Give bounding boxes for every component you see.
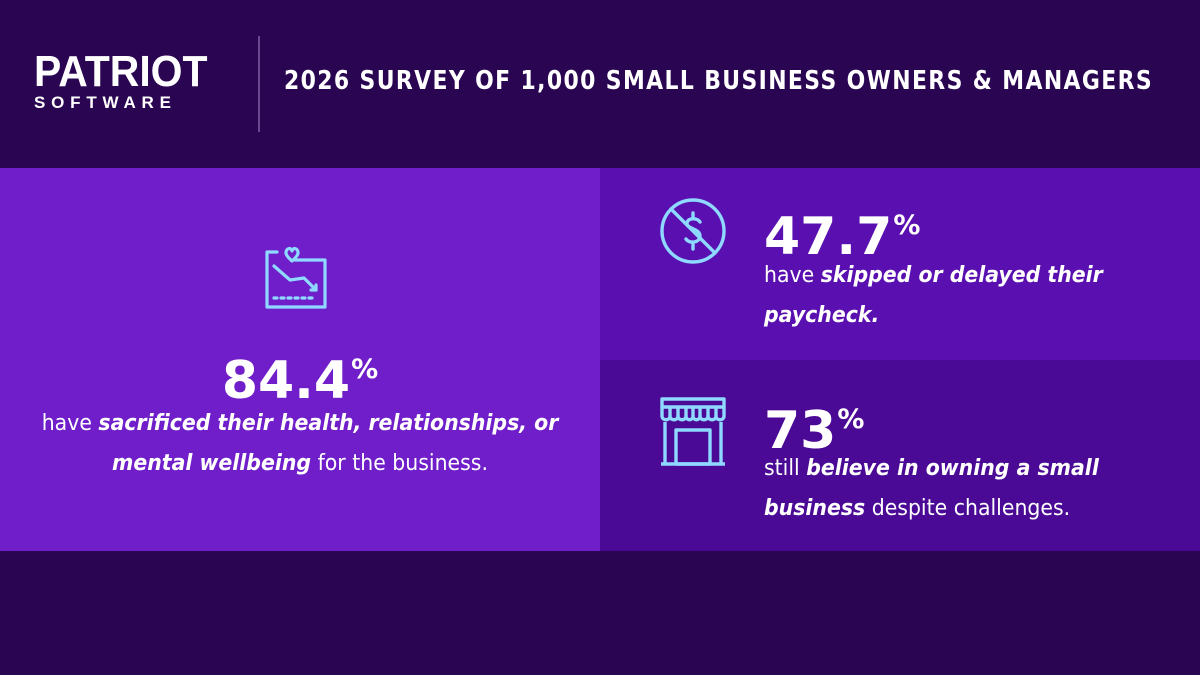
logo-wordmark-bottom: SOFTWARE [34, 93, 177, 112]
stat-description-paycheck: have skipped or delayed their paycheck. [764, 263, 1103, 328]
header: PATRIOT SOFTWARE 2026 SURVEY OF 1,000 SM… [0, 0, 1200, 168]
stat-panel-paycheck: 47.7% have skipped or delayed their payc… [600, 168, 1200, 360]
patriot-software-logo: PATRIOT SOFTWARE [34, 47, 226, 112]
header-divider [258, 36, 260, 132]
stat-value-paycheck: 47.7% [764, 207, 921, 267]
survey-headline: 2026 SURVEY OF 1,000 SMALL BUSINESS OWNE… [284, 66, 1154, 96]
stat-panel-belief: 73% still believe in owning a small busi… [600, 360, 1200, 551]
stat-panel-health: 84.4% have sacrificed their health, rela… [0, 168, 600, 551]
stat-description-health: have sacrificed their health, relationsh… [41, 411, 559, 476]
declining-chart-heart-icon [265, 246, 327, 309]
stat-value-health: 84.4% [221, 351, 379, 411]
no-dollar-icon [660, 198, 726, 264]
stat-value-belief: 73% [764, 401, 865, 461]
stat-description-belief: still believe in owning a small business… [764, 456, 1099, 521]
storefront-icon [660, 397, 726, 466]
logo-wordmark-top: PATRIOT [34, 47, 208, 96]
